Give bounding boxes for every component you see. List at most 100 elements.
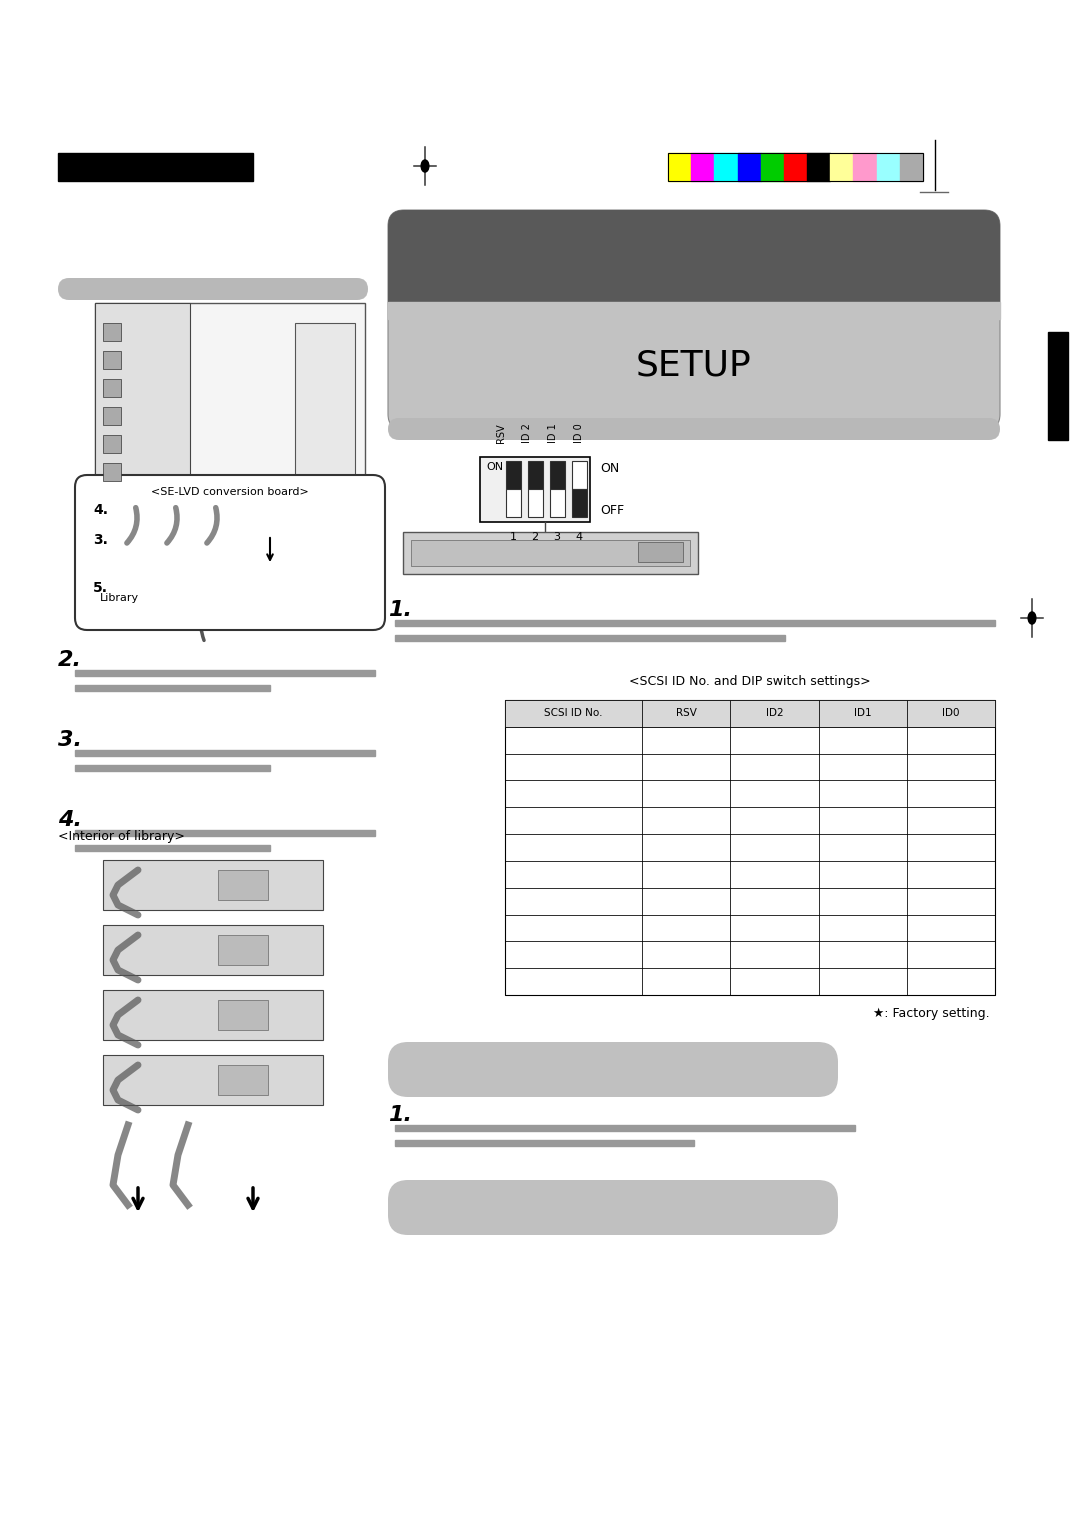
Text: RSV: RSV	[496, 423, 507, 443]
Ellipse shape	[1028, 611, 1036, 623]
Text: 1.: 1.	[388, 1105, 411, 1125]
FancyArrowPatch shape	[207, 507, 217, 542]
Bar	[730, 753, 819, 781]
Bar	[730, 888, 819, 915]
FancyArrowPatch shape	[167, 507, 177, 542]
FancyBboxPatch shape	[388, 1180, 838, 1235]
FancyBboxPatch shape	[388, 209, 1000, 318]
Text: 4: 4	[576, 532, 582, 542]
Text: 4.: 4.	[93, 503, 108, 516]
Text: ON: ON	[600, 463, 619, 475]
Text: 3: 3	[554, 532, 561, 542]
Bar	[528, 489, 543, 516]
Bar	[103, 322, 121, 341]
Text: 3.: 3.	[93, 533, 108, 547]
Bar	[730, 781, 819, 807]
Bar	[75, 750, 375, 756]
Bar	[853, 153, 877, 180]
Bar	[907, 700, 995, 727]
Bar	[907, 860, 995, 888]
Bar	[643, 941, 730, 969]
Bar	[411, 539, 690, 565]
Bar	[507, 489, 521, 516]
Bar	[907, 781, 995, 807]
Bar	[505, 807, 643, 834]
Text: ID0: ID0	[942, 709, 960, 718]
Bar	[95, 303, 365, 584]
Bar	[819, 969, 907, 995]
Bar	[295, 322, 355, 562]
Bar	[643, 860, 730, 888]
Bar	[572, 461, 588, 489]
Bar	[505, 888, 643, 915]
Bar	[643, 700, 730, 727]
Text: SCSI ID No.: SCSI ID No.	[544, 709, 603, 718]
Bar	[907, 753, 995, 781]
Bar	[907, 834, 995, 860]
Bar	[730, 807, 819, 834]
Bar	[103, 406, 121, 425]
Bar	[480, 457, 590, 523]
Bar	[760, 153, 784, 180]
FancyBboxPatch shape	[58, 278, 368, 299]
Bar	[819, 888, 907, 915]
Bar	[807, 153, 831, 180]
Text: ID1: ID1	[854, 709, 872, 718]
Bar	[643, 915, 730, 941]
Text: <SCSI ID No. and DIP switch settings>: <SCSI ID No. and DIP switch settings>	[630, 675, 870, 688]
Bar	[907, 727, 995, 753]
FancyArrowPatch shape	[127, 507, 137, 542]
Bar	[669, 153, 923, 180]
Bar	[907, 915, 995, 941]
Bar	[819, 753, 907, 781]
Text: ID 0: ID 0	[573, 423, 584, 443]
Bar	[395, 636, 785, 642]
Bar	[218, 999, 268, 1030]
Bar	[900, 153, 923, 180]
Text: RSV: RSV	[676, 709, 697, 718]
Bar	[218, 935, 268, 966]
Text: ID 1: ID 1	[548, 423, 558, 443]
Bar	[643, 753, 730, 781]
Bar	[218, 1065, 268, 1096]
Bar	[819, 860, 907, 888]
Text: SETUP: SETUP	[636, 348, 752, 384]
Bar	[1048, 332, 1068, 440]
Bar	[730, 860, 819, 888]
Bar	[738, 153, 760, 180]
Bar	[714, 153, 738, 180]
Text: <Interior of library>: <Interior of library>	[58, 830, 185, 843]
Text: ★: Factory setting.: ★: Factory setting.	[874, 1007, 990, 1021]
Bar	[507, 461, 521, 489]
FancyArrowPatch shape	[200, 585, 213, 640]
Text: ON: ON	[486, 461, 503, 472]
Bar	[730, 727, 819, 753]
Bar	[218, 869, 268, 900]
Bar	[730, 969, 819, 995]
Bar	[505, 860, 643, 888]
Bar	[730, 941, 819, 969]
Bar	[784, 153, 807, 180]
Bar	[388, 303, 1000, 319]
Bar	[819, 915, 907, 941]
Bar	[643, 888, 730, 915]
Bar	[103, 924, 323, 975]
Bar	[819, 807, 907, 834]
Bar	[907, 941, 995, 969]
Bar	[103, 435, 121, 452]
Bar	[75, 685, 270, 691]
Bar	[877, 153, 900, 180]
Text: 3.: 3.	[58, 730, 82, 750]
Bar	[643, 727, 730, 753]
Text: Library: Library	[100, 593, 139, 604]
Text: 4.: 4.	[58, 810, 82, 830]
Ellipse shape	[421, 160, 429, 173]
Bar	[819, 941, 907, 969]
Bar	[819, 727, 907, 753]
Bar	[819, 781, 907, 807]
Text: 5.: 5.	[93, 581, 108, 594]
Bar	[505, 941, 643, 969]
Bar	[730, 700, 819, 727]
Bar	[550, 489, 565, 516]
Bar	[831, 153, 853, 180]
